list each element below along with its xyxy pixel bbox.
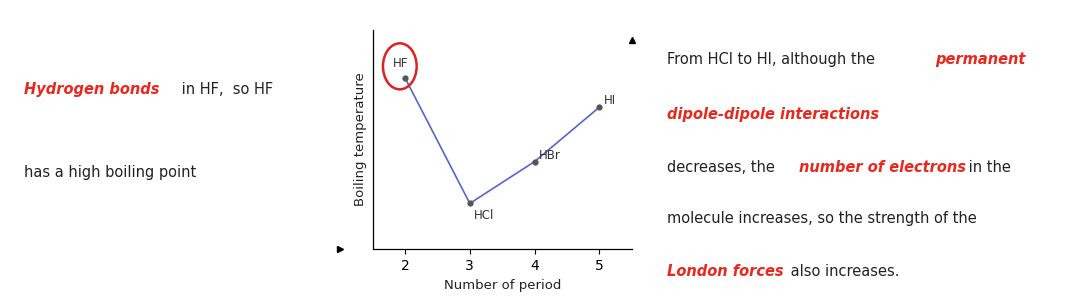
- Text: HCl: HCl: [474, 209, 494, 222]
- Text: HF: HF: [393, 57, 408, 70]
- Text: in the: in the: [964, 160, 1011, 175]
- X-axis label: Number of period: Number of period: [444, 279, 561, 292]
- Text: HI: HI: [604, 94, 616, 108]
- Text: molecule increases, so the strength of the: molecule increases, so the strength of t…: [667, 211, 977, 226]
- Text: London forces: London forces: [667, 264, 784, 279]
- Text: also increases.: also increases.: [786, 264, 900, 279]
- Text: HBr: HBr: [539, 149, 561, 162]
- Text: Hydrogen bonds: Hydrogen bonds: [24, 82, 159, 97]
- Text: permanent: permanent: [935, 52, 1026, 67]
- Text: has a high boiling point: has a high boiling point: [24, 165, 195, 180]
- Text: From HCl to HI, although the: From HCl to HI, although the: [667, 52, 880, 67]
- Text: dipole-dipole interactions: dipole-dipole interactions: [667, 107, 879, 122]
- Text: in HF,  so HF: in HF, so HF: [177, 82, 273, 97]
- Text: number of electrons: number of electrons: [799, 160, 967, 175]
- Text: decreases, the: decreases, the: [667, 160, 780, 175]
- Y-axis label: Boiling temperature: Boiling temperature: [354, 73, 367, 206]
